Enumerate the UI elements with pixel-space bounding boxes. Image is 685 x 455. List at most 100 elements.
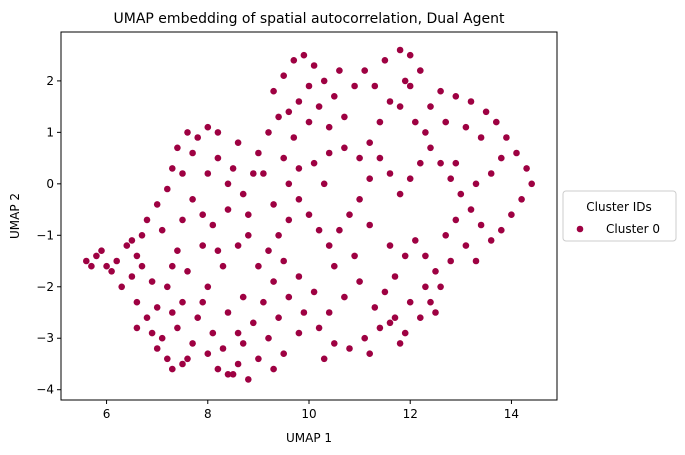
scatter-point — [108, 268, 115, 275]
scatter-point — [401, 329, 409, 337]
scatter-point — [103, 262, 110, 270]
scatter-point — [401, 252, 409, 260]
legend-entry-cluster-0: Cluster 0 — [606, 222, 660, 236]
scatter-point — [331, 262, 338, 270]
scatter-point — [422, 283, 429, 291]
y-axis-label: UMAP 2 — [8, 193, 22, 239]
scatter-point — [174, 144, 181, 152]
scatter-point — [457, 190, 465, 198]
scatter-point — [148, 329, 156, 337]
scatter-point — [265, 334, 272, 342]
scatter-point — [290, 134, 298, 141]
scatter-point — [452, 216, 460, 224]
scatter-point — [528, 180, 535, 188]
scatter-point — [336, 67, 343, 74]
scatter-point — [133, 252, 141, 260]
scatter-point — [260, 170, 267, 177]
scatter-point — [366, 350, 374, 358]
scatter-point — [442, 118, 450, 126]
scatter-point — [341, 293, 348, 301]
y-tick-label: −2 — [36, 280, 54, 294]
scatter-point — [295, 196, 303, 203]
scatter-point — [255, 149, 262, 157]
x-tick-label: 6 — [103, 407, 111, 421]
scatter-point — [280, 72, 288, 79]
scatter-point — [295, 329, 303, 337]
scatter-points — [83, 46, 535, 383]
scatter-point — [239, 190, 247, 198]
scatter-point — [143, 216, 151, 224]
scatter-point — [250, 319, 257, 327]
scatter-point — [285, 293, 293, 301]
scatter-point — [219, 345, 227, 352]
scatter-point — [265, 247, 272, 254]
scatter-point — [493, 118, 500, 126]
x-tick-label: 8 — [204, 407, 212, 421]
scatter-point — [148, 278, 156, 285]
scatter-point — [472, 257, 480, 265]
scatter-point — [498, 154, 505, 162]
scatter-point — [320, 355, 328, 363]
scatter-point — [487, 170, 495, 177]
scatter-point — [179, 170, 186, 177]
scatter-point — [498, 226, 505, 234]
scatter-point — [351, 82, 358, 90]
scatter-point — [412, 237, 419, 244]
scatter-point — [320, 77, 328, 85]
scatter-point — [98, 247, 105, 254]
scatter-point — [315, 324, 323, 332]
scatter-point — [199, 298, 206, 306]
scatter-point — [209, 221, 217, 229]
scatter-point — [83, 257, 90, 265]
scatter-point — [209, 329, 217, 337]
legend-frame — [562, 190, 677, 242]
y-tick-label: −1 — [36, 228, 54, 242]
scatter-point — [234, 139, 242, 146]
scatter-point — [164, 355, 171, 363]
scatter-point — [406, 298, 414, 306]
scatter-point — [280, 350, 288, 358]
scatter-point — [361, 334, 369, 342]
scatter-point — [189, 196, 196, 203]
scatter-point — [391, 273, 399, 280]
scatter-point — [169, 262, 176, 270]
scatter-point — [305, 211, 313, 218]
scatter-point — [275, 314, 282, 322]
scatter-point — [153, 345, 161, 352]
scatter-point — [523, 165, 530, 172]
scatter-point — [361, 67, 369, 74]
scatter-point — [285, 180, 293, 188]
scatter-point — [432, 309, 439, 316]
scatter-point — [386, 242, 394, 249]
scatter-point — [224, 206, 232, 213]
scatter-point — [417, 159, 424, 167]
scatter-point — [234, 242, 242, 249]
scatter-point — [224, 371, 232, 378]
scatter-point — [229, 371, 237, 378]
scatter-point — [366, 139, 374, 146]
scatter-point — [462, 242, 470, 249]
scatter-point — [401, 77, 409, 85]
y-tick-label: 2 — [46, 74, 54, 88]
scatter-point — [381, 288, 389, 296]
scatter-point — [406, 82, 414, 90]
scatter-point — [113, 257, 120, 265]
scatter-point — [234, 360, 242, 368]
scatter-point — [88, 262, 95, 270]
scatter-point — [260, 298, 267, 306]
scatter-point — [346, 211, 353, 218]
scatter-point — [128, 273, 136, 280]
scatter-point — [245, 232, 252, 239]
scatter-point — [412, 118, 419, 126]
scatter-point — [315, 226, 323, 234]
scatter-point — [386, 98, 394, 105]
scatter-point — [280, 257, 288, 265]
scatter-point — [417, 67, 424, 74]
scatter-point — [391, 314, 399, 322]
scatter-point — [199, 242, 206, 249]
scatter-point — [503, 134, 510, 141]
scatter-point — [214, 247, 222, 254]
scatter-point — [366, 175, 374, 182]
scatter-point — [396, 190, 404, 198]
